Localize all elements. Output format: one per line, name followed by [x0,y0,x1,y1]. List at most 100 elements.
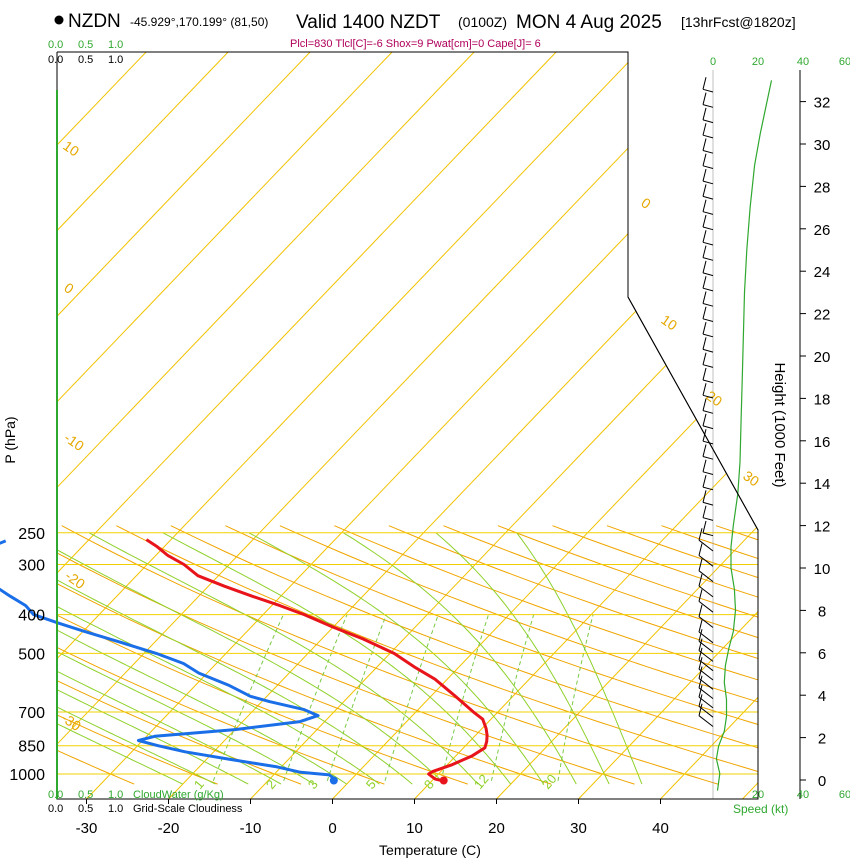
wind-barb [702,333,714,338]
wind-barb [702,88,714,93]
dry-adiabat-line [116,525,758,785]
cloudiness-top-tick-2: 1.0 [108,54,123,66]
wind-barb [702,165,714,169]
wind-barb-flag [702,199,707,212]
height-tick-label: 32 [814,95,831,112]
wind-barb [702,287,714,292]
height-tick-label: 14 [814,476,831,493]
isotherm-line [496,52,758,799]
height-tick-label: 4 [818,688,826,705]
dry-adiabat-line [57,525,385,785]
cloudwater-top-tick-2: 1.0 [108,39,123,51]
wind-barb [702,440,714,445]
dry-adiabat-line [279,525,758,785]
wind-barb [702,379,714,384]
speed-bottom-tick-3: 60 [839,789,850,801]
wind-barb [702,211,714,215]
wind-barb [702,104,714,108]
wind-barb [698,555,714,567]
pressure-tick-label: 1000 [9,767,45,784]
isotherm-label: 20 [703,387,725,409]
height-tick-label: 12 [814,519,831,536]
wind-barb [702,501,714,506]
station-name: NZDN [68,11,121,32]
wind-barb-flag [698,638,703,651]
moist-adiabat-line [162,532,512,785]
moist-adiabat-line [57,532,413,785]
mixing-ratio-line [490,614,535,781]
moist-adiabat-line [88,532,479,785]
height-tick-label: 30 [814,137,831,154]
dry-adiabat-line [225,525,758,785]
wind-barb-flag [698,657,703,670]
dry-adiabat-line [443,525,758,785]
height-tick-label: 16 [814,434,831,451]
mixing-ratio-line [384,614,439,781]
wind-barb [702,410,714,414]
wind-barb [698,539,714,552]
model-top-boundary [627,296,759,531]
dry-adiabat-line [388,525,758,785]
cloudiness-top-tick-0: 0.0 [48,54,63,66]
wind-barb [702,119,714,124]
temperature-tick-label: -20 [158,820,180,837]
isotherm-label: 0 [61,279,77,297]
isotherm-label: 30 [740,467,762,489]
isotherm-label: 0 [638,194,654,212]
pressure-tick-label: 250 [18,526,45,543]
moist-adiabat-line [57,532,216,785]
moist-adiabat-line [435,532,610,785]
speed-top-tick-0: 0 [710,56,716,68]
height-tick-label: 22 [814,307,831,324]
isotherm-line [57,52,721,799]
wind-barb-flag [698,647,703,661]
y-axis-label: P (hPa) [2,416,18,463]
wind-barb [698,616,714,628]
isotherm-line [332,52,758,799]
isotherm-line [57,52,229,799]
wind-barb [702,456,714,460]
height-tick-label: 20 [814,349,831,366]
height-tick-label: 28 [814,179,831,196]
wind-barb [702,486,714,491]
moist-adiabat-line [57,532,347,785]
pressure-tick-label: 500 [18,646,45,663]
temperature-profile-line [145,538,489,783]
cloudwater-bottom-tick-0: 0.0 [48,789,63,801]
wind-speed-profile-line [715,80,773,791]
wind-barb-flag [702,260,707,274]
wind-barb [698,715,714,727]
wind-barb [702,257,714,261]
height-tick-label: 10 [814,561,831,578]
wind-barb-flag [702,138,707,151]
temperature-tick-label: 10 [406,820,423,837]
height-tick-label: 8 [818,603,826,620]
wind-barb [702,425,714,430]
wind-barb [702,303,714,307]
wind-barb-flag [702,337,707,350]
isotherm-line [57,52,639,799]
wind-barb-flag [698,604,703,617]
moist-adiabat-line [57,532,249,785]
isotherm-line [250,52,758,799]
height-tick-label: 2 [818,731,826,748]
wind-barb-flag [698,684,703,698]
wind-barb [702,394,714,399]
wind-barb [702,532,714,537]
cloudiness-bottom-tick-1: 0.5 [78,803,93,815]
moist-adiabat-line [248,532,544,785]
cloudwater-top-tick-1: 0.5 [78,39,93,51]
isotherm-line [168,52,758,799]
wind-barb-flag [698,629,703,642]
wind-barb [698,585,714,598]
mixing-ratio-label: 2 [263,777,279,792]
cloudwater-bottom-tick-1: 0.5 [78,789,93,801]
temperature-tick-label: 0 [328,820,336,837]
mixing-ratio-line [212,614,284,781]
speed-top-tick-1: 20 [752,56,764,68]
cloudiness-bottom-tick-2: 1.0 [108,803,123,815]
moist-adiabat-line [57,532,380,785]
speed-bottom-tick-1: 20 [752,789,764,801]
wind-barb-flag [698,619,703,633]
